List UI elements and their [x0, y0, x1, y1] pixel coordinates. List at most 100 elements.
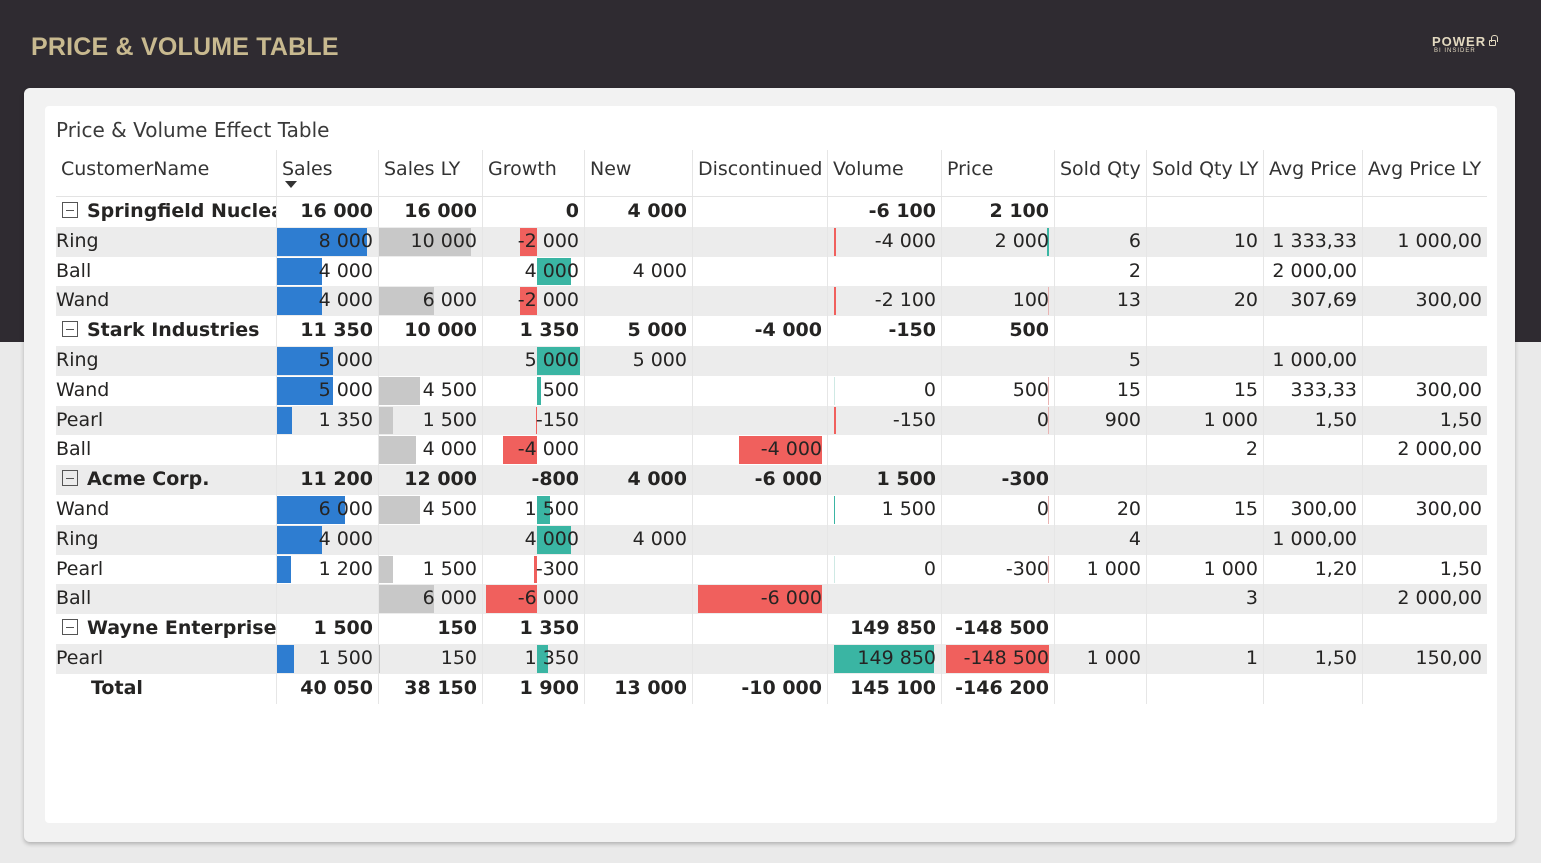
table-visual[interactable] [45, 106, 1497, 823]
col-header-sold-qty[interactable]: Sold Qty [1055, 150, 1147, 196]
col-header-growth[interactable]: Growth [483, 150, 585, 196]
group-row[interactable]: Stark Industries 11 350 10 000 1 350 5 000 -4… [56, 316, 1487, 346]
table-row[interactable]: Ring 8 000 10 000 -2 000 -4 000 2 000 6 10 1 333… [56, 226, 1487, 257]
cell-new: 4 000 [585, 465, 693, 495]
cell-value: -6 100 [868, 200, 936, 222]
cell-value: 1 000,00 [1397, 229, 1482, 252]
cell-growth: -2 000 [483, 286, 585, 317]
table-row[interactable]: Ball 6 000 -6 000 -6 000 3 2 000,00 [56, 584, 1487, 615]
cell-value: 2 000,00 [1397, 587, 1482, 610]
table-row[interactable]: Pearl 1 350 1 500 -150 -150 0 900 1 000 1,50 1,50 [56, 405, 1487, 436]
cell-growth: 1 500 [483, 494, 585, 525]
cell-value: -6 000 [760, 587, 822, 610]
cell-price: -148 500 [942, 643, 1055, 674]
collapse-icon[interactable] [62, 619, 78, 636]
col-header-avg-price[interactable]: Avg Price [1264, 150, 1363, 196]
cell-value: 1,50 [1439, 557, 1482, 580]
sort-descending-icon[interactable] [285, 181, 297, 188]
data-bar [379, 555, 393, 584]
table-row[interactable]: Wand 5 000 4 500 500 0 500 15 15 333,33 300,00 [56, 375, 1487, 406]
cell-value: 2 [1128, 259, 1141, 282]
cell-new [585, 554, 693, 585]
cell-volume: -4 000 [828, 226, 942, 257]
cell-sales: 6 000 [277, 494, 379, 525]
col-header-sales-ly[interactable]: Sales LY [379, 150, 483, 196]
cell-value: 1 350 [519, 617, 580, 640]
cell-volume: 1 500 [828, 494, 942, 525]
data-bar [277, 525, 322, 554]
cell-price [942, 524, 1055, 555]
cell-price [942, 435, 1055, 466]
cell-name: Pearl [56, 405, 277, 436]
collapse-icon[interactable] [62, 470, 78, 487]
cell-value: -6 000 [517, 587, 579, 610]
cell-avg-price: 1,50 [1264, 405, 1363, 436]
cell-value: 150 [437, 617, 477, 640]
group-row[interactable]: Wayne Enterprises 1 500 150 1 350 149 850 -14… [56, 614, 1487, 644]
cell-new: 4 000 [585, 524, 693, 555]
cell-name: Wand [56, 494, 277, 525]
cell-value: 15 [1233, 378, 1258, 401]
cell-avg-price [1264, 584, 1363, 615]
cell-avg-price-ly: 300,00 [1363, 495, 1487, 525]
cell-value: 4 000 [524, 527, 579, 550]
cell-volume: -150 [828, 316, 942, 346]
cell-sold-qty-ly: 15 [1147, 494, 1264, 525]
cell-value: 1 000 [1086, 557, 1141, 580]
group-row[interactable]: Acme Corp. 11 200 12 000 -800 4 000 -6 000 1 5… [56, 465, 1487, 495]
cell-sales: 4 000 [277, 256, 379, 287]
cell-price [942, 584, 1055, 615]
cell-price: 500 [942, 375, 1055, 406]
data-bar [379, 287, 435, 316]
data-bar [739, 436, 822, 465]
table-row[interactable]: Ball 4 000 -4 000 -4 000 2 2 000,00 [56, 435, 1487, 466]
total-row[interactable]: Total 40 050 38 150 1 900 13 000 -10 000 145 1… [56, 673, 1487, 704]
cell-volume: -6 100 [828, 197, 942, 227]
cell-growth: 500 [483, 375, 585, 406]
col-header-customername[interactable]: CustomerName [56, 150, 277, 196]
cell-value: 1 000 [1203, 408, 1258, 431]
table-row[interactable]: Pearl 1 500 150 1 350 149 850 -148 500 1 000 1 1… [56, 643, 1487, 674]
table-row[interactable]: Wand 4 000 6 000 -2 000 -2 100 100 13 20 307,69 3… [56, 286, 1487, 317]
col-header-price[interactable]: Price [942, 150, 1055, 196]
table-row[interactable]: Wand 6 000 4 500 1 500 1 500 0 20 15 300,00 300,0… [56, 494, 1487, 525]
cell-new [585, 643, 693, 674]
cell-value: 300,00 [1415, 289, 1482, 312]
col-header-sold-qty-ly[interactable]: Sold Qty LY [1147, 150, 1264, 196]
cell-price [942, 345, 1055, 376]
cell-sales-ly: 4 500 [379, 375, 483, 406]
cell-sales: 11 200 [277, 465, 379, 495]
col-header-avg-price-ly[interactable]: Avg Price LY [1368, 158, 1482, 180]
row-label: Springfield Nuclear [87, 200, 277, 222]
cell-sold-qty-ly: 3 [1147, 584, 1264, 615]
cell-sold-qty-ly: 1 [1147, 643, 1264, 674]
cell-sales: 1 350 [277, 405, 379, 436]
cell-name: Total [56, 673, 277, 704]
table-row[interactable]: Ring 5 000 5 000 5 000 5 1 000,00 [56, 345, 1487, 376]
cell-price: -300 [942, 554, 1055, 585]
cell-avg-price: 1,20 [1264, 554, 1363, 585]
matrix-table[interactable]: CustomerName Sales Sales LY Growth New D… [56, 150, 1487, 704]
col-header-volume[interactable]: Volume [828, 150, 942, 196]
cell-value: 4 [1128, 527, 1141, 550]
group-row[interactable]: Springfield Nuclear 16 000 16 000 0 4 000 -6 … [56, 197, 1487, 227]
collapse-icon[interactable] [62, 321, 78, 338]
cell-sold-qty [1055, 316, 1147, 346]
cell-value: 149 850 [850, 617, 936, 640]
cell-new [585, 435, 693, 466]
table-row[interactable]: Ball 4 000 4 000 4 000 2 2 000,00 [56, 256, 1487, 287]
table-row[interactable]: Pearl 1 200 1 500 -300 0 -300 1 000 1 000 1,20 1,… [56, 554, 1487, 585]
cell-discontinued [693, 286, 828, 317]
cell-avg-price-ly [1363, 614, 1487, 644]
cell-sold-qty-ly [1147, 345, 1264, 376]
col-header-sales[interactable]: Sales [277, 150, 379, 196]
cell-value: 4 000 [318, 527, 373, 550]
cell-value: -150 [888, 319, 936, 342]
data-bar [1047, 227, 1049, 256]
collapse-icon[interactable] [62, 202, 78, 218]
data-bar [1048, 406, 1049, 435]
table-row[interactable]: Ring 4 000 4 000 4 000 4 1 000,00 [56, 524, 1487, 555]
col-header-discontinued[interactable]: Discontinued [693, 150, 828, 196]
cell-avg-price-ly [1363, 346, 1487, 376]
col-header-new[interactable]: New [585, 150, 693, 196]
